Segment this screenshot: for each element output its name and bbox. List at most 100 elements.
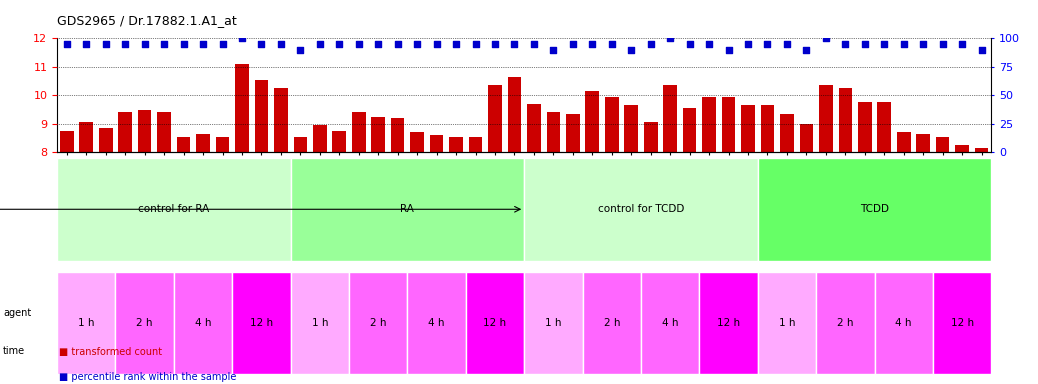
Text: GDS2965 / Dr.17882.1.A1_at: GDS2965 / Dr.17882.1.A1_at bbox=[57, 14, 237, 27]
Bar bbox=[683, 108, 696, 152]
Point bbox=[837, 41, 853, 47]
Point bbox=[98, 41, 114, 47]
FancyBboxPatch shape bbox=[816, 272, 874, 374]
Bar bbox=[449, 137, 463, 152]
Point bbox=[214, 41, 230, 47]
Text: 4 h: 4 h bbox=[195, 318, 212, 328]
Bar bbox=[196, 134, 210, 152]
Bar bbox=[644, 122, 657, 152]
Point bbox=[954, 41, 971, 47]
Bar bbox=[60, 131, 74, 152]
Bar bbox=[877, 103, 891, 152]
Point bbox=[740, 41, 757, 47]
Point bbox=[292, 47, 308, 53]
Point bbox=[58, 41, 75, 47]
Bar bbox=[761, 105, 774, 152]
Bar bbox=[430, 135, 443, 152]
Bar bbox=[566, 114, 579, 152]
FancyBboxPatch shape bbox=[758, 158, 991, 261]
FancyBboxPatch shape bbox=[933, 272, 991, 374]
Bar bbox=[99, 128, 112, 152]
Bar bbox=[138, 109, 152, 152]
Point bbox=[914, 41, 931, 47]
Bar bbox=[975, 148, 988, 152]
Text: 4 h: 4 h bbox=[896, 318, 912, 328]
Bar bbox=[955, 145, 968, 152]
FancyBboxPatch shape bbox=[874, 272, 933, 374]
Point bbox=[253, 41, 270, 47]
Bar bbox=[508, 77, 521, 152]
Point bbox=[818, 35, 835, 41]
Point bbox=[798, 47, 815, 53]
Text: 4 h: 4 h bbox=[662, 318, 679, 328]
Bar bbox=[391, 118, 405, 152]
Bar bbox=[703, 97, 716, 152]
Bar bbox=[819, 85, 832, 152]
Point bbox=[273, 41, 290, 47]
FancyBboxPatch shape bbox=[57, 158, 291, 261]
Point bbox=[234, 35, 250, 41]
Bar bbox=[585, 91, 599, 152]
FancyBboxPatch shape bbox=[233, 272, 291, 374]
Point bbox=[974, 47, 990, 53]
Point bbox=[778, 41, 795, 47]
Text: TCDD: TCDD bbox=[861, 204, 889, 214]
FancyBboxPatch shape bbox=[349, 272, 407, 374]
Bar bbox=[469, 137, 483, 152]
Bar bbox=[781, 114, 794, 152]
FancyBboxPatch shape bbox=[640, 272, 700, 374]
Text: 1 h: 1 h bbox=[778, 318, 795, 328]
Point bbox=[545, 47, 562, 53]
Bar bbox=[839, 88, 852, 152]
FancyBboxPatch shape bbox=[291, 158, 524, 261]
Point bbox=[681, 41, 698, 47]
Bar bbox=[897, 132, 910, 152]
FancyBboxPatch shape bbox=[115, 272, 174, 374]
Text: ■ percentile rank within the sample: ■ percentile rank within the sample bbox=[59, 372, 237, 382]
Bar bbox=[352, 113, 365, 152]
Point bbox=[351, 41, 367, 47]
FancyBboxPatch shape bbox=[582, 272, 640, 374]
Point bbox=[311, 41, 328, 47]
Point bbox=[584, 41, 601, 47]
Text: 12 h: 12 h bbox=[951, 318, 974, 328]
Point bbox=[856, 41, 873, 47]
Point bbox=[896, 41, 912, 47]
Bar bbox=[158, 113, 171, 152]
Text: time: time bbox=[3, 346, 25, 356]
Bar bbox=[332, 131, 346, 152]
Bar bbox=[216, 137, 229, 152]
Point bbox=[525, 41, 542, 47]
Bar bbox=[799, 124, 813, 152]
Bar bbox=[741, 105, 755, 152]
Bar bbox=[313, 125, 327, 152]
Point bbox=[370, 41, 386, 47]
Bar bbox=[176, 137, 190, 152]
Text: 12 h: 12 h bbox=[250, 318, 273, 328]
Point bbox=[759, 41, 775, 47]
Point bbox=[467, 41, 484, 47]
Point bbox=[78, 41, 94, 47]
Bar bbox=[936, 137, 950, 152]
Point bbox=[876, 41, 893, 47]
Point bbox=[603, 41, 620, 47]
Bar bbox=[236, 64, 249, 152]
Text: 2 h: 2 h bbox=[837, 318, 853, 328]
Bar bbox=[547, 113, 561, 152]
Point bbox=[429, 41, 445, 47]
Bar bbox=[625, 105, 638, 152]
Text: 12 h: 12 h bbox=[484, 318, 507, 328]
Point bbox=[720, 47, 737, 53]
Point bbox=[156, 41, 172, 47]
FancyBboxPatch shape bbox=[174, 272, 233, 374]
Text: 12 h: 12 h bbox=[717, 318, 740, 328]
Text: 1 h: 1 h bbox=[545, 318, 562, 328]
Bar bbox=[80, 122, 93, 152]
Point bbox=[623, 47, 639, 53]
Bar bbox=[410, 132, 424, 152]
FancyBboxPatch shape bbox=[291, 272, 349, 374]
Text: RA: RA bbox=[401, 204, 414, 214]
Point bbox=[136, 41, 153, 47]
FancyBboxPatch shape bbox=[57, 272, 115, 374]
Point bbox=[934, 41, 951, 47]
